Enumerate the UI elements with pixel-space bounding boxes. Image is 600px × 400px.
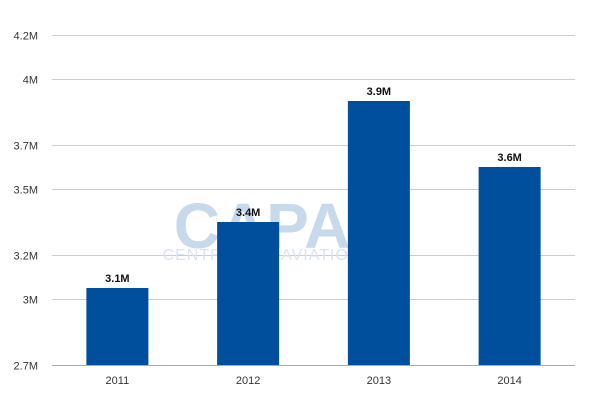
data-label-2012: 3.4M — [236, 207, 260, 219]
y-tick-label: 3M — [23, 295, 38, 307]
bar-2014 — [478, 167, 541, 365]
y-tick-label: 2.7M — [14, 361, 38, 373]
y-tick-label: 4.2M — [14, 31, 38, 43]
x-tick-label-2011: 2011 — [106, 375, 130, 387]
x-tick-label-2014: 2014 — [497, 375, 521, 387]
data-label-2014: 3.6M — [497, 152, 521, 164]
data-labels: 3.1M 3.4M 3.9M 3.6M — [105, 86, 522, 285]
bar-2012 — [217, 222, 280, 365]
y-tick-label: 3.2M — [14, 251, 38, 263]
y-axis-ticks: 2.7M 3M 3.2M 3.5M 3.7M 4M 4.2M — [14, 31, 38, 373]
x-tick-label-2013: 2013 — [367, 375, 391, 387]
x-tick-label-2012: 2012 — [236, 375, 260, 387]
bar-2013 — [347, 101, 410, 365]
data-label-2011: 3.1M — [105, 273, 129, 285]
y-tick-label: 4M — [23, 75, 38, 87]
bars — [86, 101, 541, 365]
bar-2011 — [86, 288, 149, 365]
data-label-2013: 3.9M — [367, 86, 391, 98]
x-axis-ticks: 2011 2012 2013 2014 — [106, 375, 522, 387]
y-tick-label: 3.5M — [14, 185, 38, 197]
y-tick-label: 3.7M — [14, 141, 38, 153]
